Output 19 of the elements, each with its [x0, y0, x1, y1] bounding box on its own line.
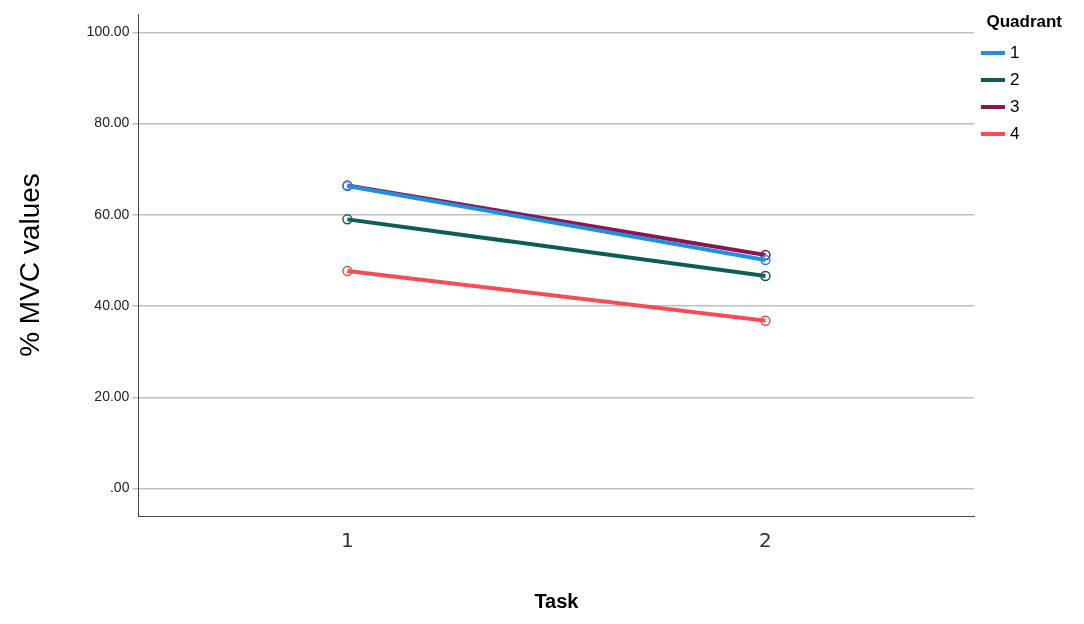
y-tick-label: 40.00: [94, 296, 130, 313]
legend-title: Quadrant: [986, 12, 1063, 32]
legend-label: 2: [1009, 69, 1020, 89]
y-axis-title: % MVC values: [13, 173, 45, 357]
point: [342, 214, 353, 225]
x-axis-title: Task: [534, 589, 580, 612]
y-tick-label: .00: [109, 479, 130, 496]
legend-label: 4: [1009, 123, 1020, 143]
y-tick-label: 80.00: [94, 114, 130, 131]
y-tick-label: 100.00: [86, 23, 130, 40]
y-tick-label: 60.00: [94, 205, 130, 222]
point: [342, 265, 353, 277]
point: [760, 254, 771, 266]
y-tick-label: 20.00: [94, 388, 130, 405]
legend-label: 1: [1009, 42, 1020, 62]
point: [760, 315, 771, 326]
point: [760, 270, 771, 282]
legend-label: 3: [1009, 96, 1020, 116]
point: [760, 249, 771, 261]
